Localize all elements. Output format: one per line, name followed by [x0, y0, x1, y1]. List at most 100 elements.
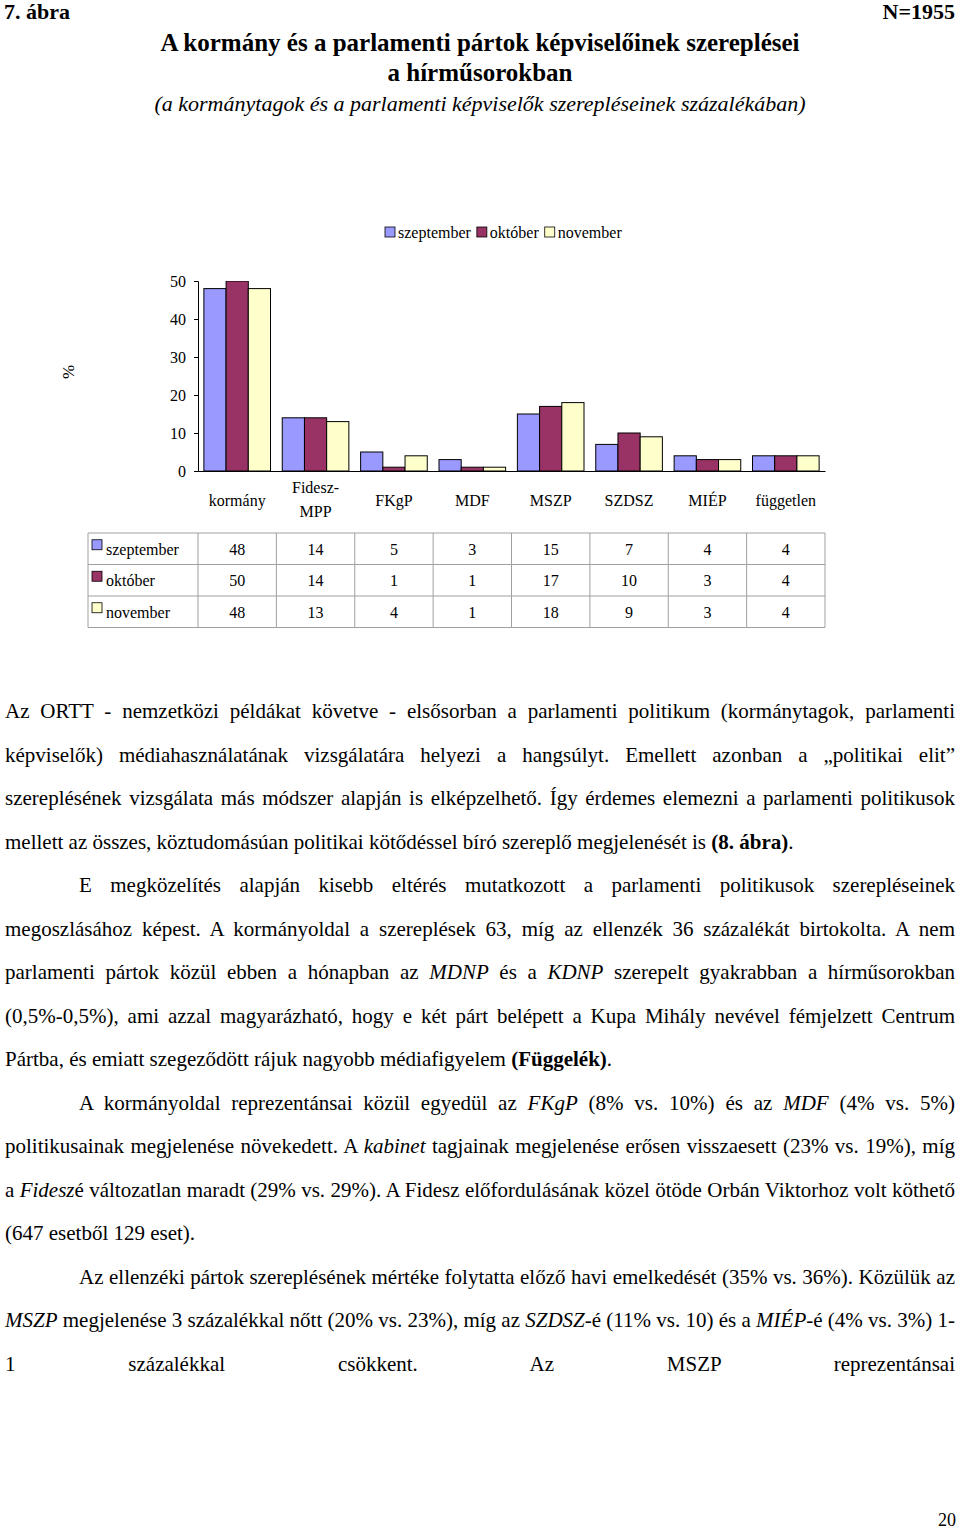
text-run: (8% vs. 10%) és az: [578, 1091, 783, 1115]
table-value: 17: [543, 572, 559, 589]
y-axis-line: [194, 282, 199, 472]
x-tick-label: MDF: [455, 492, 490, 509]
table-value: 18: [543, 604, 559, 621]
legend-label: október: [490, 224, 540, 241]
y-tick-mark: [194, 395, 198, 396]
sample-size: N=1955: [883, 0, 955, 24]
paragraph: E megközelítés alapján kisebb eltérés mu…: [5, 864, 955, 1082]
legend-swatch: [477, 227, 487, 237]
text-run: Az ellenzéki pártok szereplésének mérték…: [79, 1265, 955, 1289]
y-tick: 20: [170, 387, 198, 404]
table-rule: [88, 564, 825, 565]
y-tick-label: 20: [170, 387, 186, 404]
chart-subtitle: (a kormánytagok és a parlamenti képvisel…: [154, 91, 805, 116]
paragraph: A kormányoldal reprezentánsai közül egye…: [5, 1082, 955, 1256]
x-tick: MDF: [455, 492, 490, 509]
y-tick: 10: [170, 425, 198, 442]
table-value: 4: [782, 572, 790, 589]
table-value: 4: [782, 604, 790, 621]
table-value: 13: [308, 604, 324, 621]
x-tick-label: kormány: [209, 492, 266, 510]
bar: [304, 418, 326, 471]
table-value: 48: [229, 604, 245, 621]
y-tick-label: 30: [170, 349, 186, 366]
legend-swatch: [385, 227, 395, 237]
table-value: 14: [308, 541, 324, 558]
italic-run: SZDSZ: [525, 1308, 585, 1332]
table-rule: [589, 533, 590, 628]
italic-run: FKgP: [528, 1091, 578, 1115]
table-rule: [433, 533, 434, 628]
italic-run: MIÉP: [756, 1308, 806, 1332]
bar: [327, 422, 349, 471]
legend-swatch: [545, 227, 555, 237]
y-axis-title: %: [59, 365, 78, 379]
bar: [282, 418, 304, 471]
table-value: 7: [625, 541, 633, 558]
table-rule: [88, 627, 825, 628]
table-rule: [354, 533, 355, 628]
bar: [674, 456, 696, 471]
bar: [596, 444, 618, 471]
table-row-label: október: [106, 572, 156, 589]
italic-run: MDNP: [429, 960, 489, 984]
text-run: -é (11% vs. 10) és a: [585, 1308, 756, 1332]
table-rule: [668, 533, 669, 628]
text-run: .: [788, 830, 793, 854]
table-rule: [88, 596, 825, 597]
paragraph: Az ellenzéki pártok szereplésének mérték…: [5, 1256, 955, 1387]
y-tick-mark: [194, 433, 198, 434]
table-value: 14: [308, 572, 324, 589]
bar: [562, 403, 584, 471]
table-value: 4: [782, 541, 790, 558]
table-value: 5: [390, 541, 398, 558]
bar: [640, 437, 662, 471]
bar: [540, 406, 562, 471]
x-tick: FKgP: [375, 492, 412, 510]
table-row-label: szeptember: [106, 541, 180, 559]
text-run: .: [607, 1047, 612, 1071]
bold-run: (8. ábra): [711, 830, 788, 854]
table-value: 3: [703, 604, 711, 621]
bar: [719, 460, 741, 471]
y-axis: 0 10 20 30 40 50: [170, 273, 199, 480]
figure: 7. ábra N=1955 A kormány és a parlamenti p…: [0, 0, 960, 680]
table-rule: [511, 533, 512, 628]
table-value: 15: [543, 541, 559, 558]
y-tick: 40: [170, 311, 198, 328]
x-tick-label: MSZP: [530, 492, 572, 509]
x-tick-label: FKgP: [375, 492, 412, 510]
italic-run: MSZP: [5, 1308, 58, 1332]
chart-title: A kormány és a parlamenti pártok képvise…: [160, 29, 799, 86]
y-tick: 0: [178, 463, 198, 480]
bar: [248, 289, 270, 471]
y-tick-mark: [194, 319, 198, 320]
text-run: Az ORTT - nemzetközi példákat követve - …: [5, 699, 955, 854]
bar: [696, 460, 718, 471]
y-tick-label: 0: [178, 463, 186, 480]
bar: [775, 456, 797, 471]
bar: [797, 456, 819, 471]
table-value: 1: [390, 572, 398, 589]
y-tick: 50: [170, 273, 198, 290]
table-swatch: [92, 603, 102, 613]
x-tick: kormány: [209, 492, 266, 510]
y-tick-label: 50: [170, 273, 186, 290]
bold-run: (Függelék): [511, 1047, 607, 1071]
table-value: 1: [468, 604, 476, 621]
data-table: szeptember48145315744október501411171034…: [88, 533, 825, 628]
y-tick-mark: [194, 281, 198, 282]
x-tick: Fidesz-MPP: [292, 479, 339, 520]
table-value: 4: [703, 541, 711, 558]
body-text: Az ORTT - nemzetközi példákat követve - …: [5, 690, 955, 1386]
figure-label: 7. ábra: [4, 0, 70, 24]
table-value: 48: [229, 541, 245, 558]
text-run: é változatlan maradt (29% vs. 29%). A Fi…: [5, 1178, 955, 1246]
y-tick-label: 40: [170, 311, 186, 328]
bar: [405, 456, 427, 471]
italic-run: kabinet: [364, 1134, 426, 1158]
page-number: 20: [938, 1510, 956, 1531]
table-value: 3: [703, 572, 711, 589]
italic-run: Fidesz: [20, 1178, 75, 1202]
paragraph: Az ORTT - nemzetközi példákat követve - …: [5, 690, 955, 864]
